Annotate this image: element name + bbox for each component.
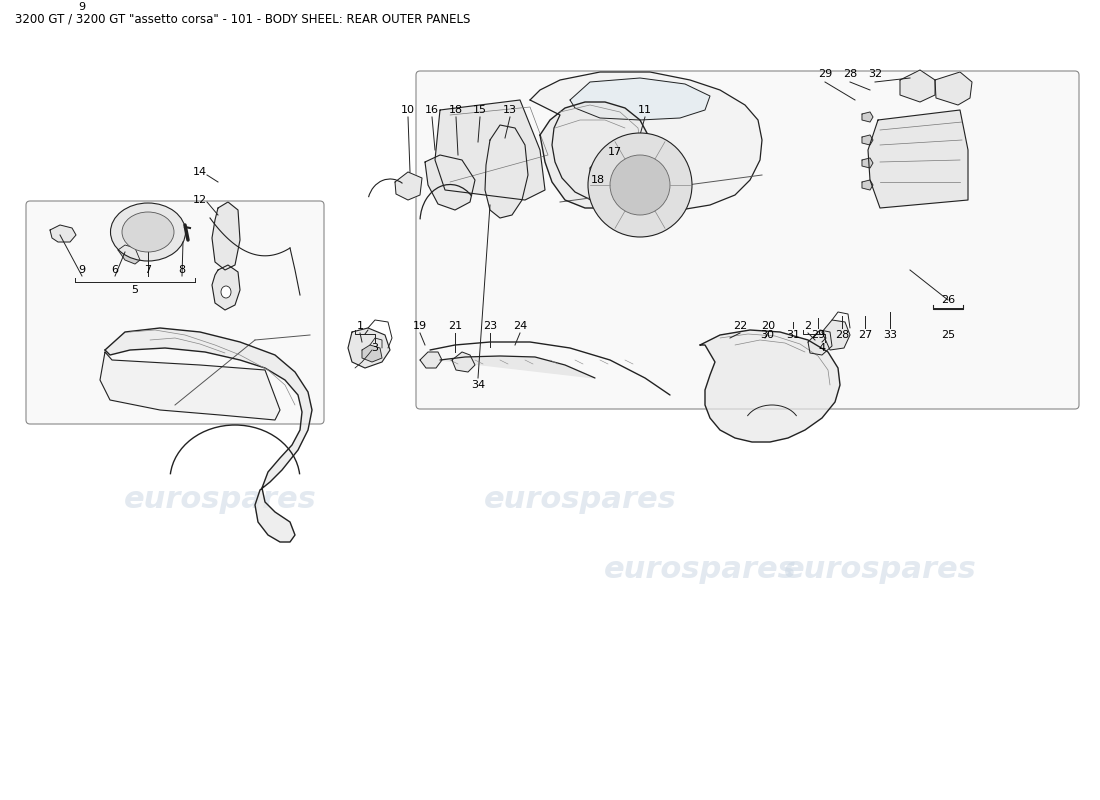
Text: 12: 12	[192, 195, 207, 205]
Polygon shape	[104, 328, 312, 542]
Polygon shape	[862, 180, 873, 190]
Text: 33: 33	[883, 330, 896, 340]
Text: 31: 31	[786, 330, 800, 340]
Text: eurospares: eurospares	[783, 555, 977, 585]
Text: 28: 28	[843, 69, 857, 79]
Ellipse shape	[221, 286, 231, 298]
Polygon shape	[570, 78, 710, 120]
Text: eurospares: eurospares	[123, 206, 317, 234]
Polygon shape	[868, 110, 968, 208]
Polygon shape	[212, 202, 240, 270]
Text: eurospares: eurospares	[123, 486, 317, 514]
FancyBboxPatch shape	[416, 71, 1079, 409]
Polygon shape	[485, 125, 528, 218]
Polygon shape	[822, 320, 850, 350]
Text: 32: 32	[868, 69, 882, 79]
Text: 8: 8	[178, 265, 186, 275]
Text: 17: 17	[608, 147, 623, 157]
Text: 10: 10	[402, 105, 415, 115]
Text: 18: 18	[591, 175, 605, 185]
Polygon shape	[100, 352, 280, 420]
Polygon shape	[50, 225, 76, 242]
Text: 7: 7	[144, 265, 152, 275]
Polygon shape	[700, 330, 840, 442]
Polygon shape	[348, 328, 390, 368]
Text: 9: 9	[78, 2, 86, 12]
Text: 26: 26	[940, 295, 955, 305]
Text: 22: 22	[733, 321, 747, 331]
Polygon shape	[434, 100, 544, 200]
Polygon shape	[862, 135, 873, 145]
Polygon shape	[118, 245, 140, 264]
Text: 16: 16	[425, 105, 439, 115]
Polygon shape	[425, 155, 475, 210]
Text: 29: 29	[818, 69, 832, 79]
Text: 34: 34	[471, 380, 485, 390]
Polygon shape	[862, 158, 873, 168]
Text: 9: 9	[78, 265, 86, 275]
Polygon shape	[362, 345, 382, 362]
Polygon shape	[540, 102, 648, 208]
Polygon shape	[452, 352, 475, 372]
Text: 3200 GT / 3200 GT "assetto corsa" - 101 - BODY SHEEL: REAR OUTER PANELS: 3200 GT / 3200 GT "assetto corsa" - 101 …	[15, 13, 471, 26]
Text: 13: 13	[503, 105, 517, 115]
Text: 14: 14	[192, 167, 207, 177]
Text: eurospares: eurospares	[604, 555, 796, 585]
FancyBboxPatch shape	[26, 201, 324, 424]
Text: 18: 18	[449, 105, 463, 115]
Text: 2: 2	[804, 321, 812, 331]
Polygon shape	[440, 356, 595, 378]
Text: 21: 21	[448, 321, 462, 331]
Text: 23: 23	[483, 321, 497, 331]
Text: 19: 19	[412, 321, 427, 331]
Text: 3: 3	[372, 343, 378, 353]
Ellipse shape	[110, 203, 186, 261]
Polygon shape	[808, 330, 832, 355]
Polygon shape	[598, 180, 620, 203]
Text: 25: 25	[940, 330, 955, 340]
Text: 6: 6	[111, 265, 119, 275]
Text: 27: 27	[858, 330, 872, 340]
Text: 29: 29	[811, 330, 825, 340]
Polygon shape	[420, 352, 442, 368]
Polygon shape	[530, 72, 762, 210]
Text: 24: 24	[513, 321, 527, 331]
Text: 11: 11	[638, 105, 652, 115]
Text: 20: 20	[761, 321, 776, 331]
Circle shape	[610, 155, 670, 215]
Text: 1: 1	[356, 321, 363, 331]
Polygon shape	[900, 70, 935, 102]
Text: 4: 4	[818, 343, 826, 353]
Text: 15: 15	[473, 105, 487, 115]
Text: 30: 30	[760, 330, 774, 340]
Circle shape	[588, 133, 692, 237]
Text: 28: 28	[835, 330, 849, 340]
Polygon shape	[862, 112, 873, 122]
Polygon shape	[395, 172, 422, 200]
Text: eurospares: eurospares	[484, 486, 676, 514]
Ellipse shape	[122, 212, 174, 252]
Polygon shape	[935, 72, 972, 105]
Polygon shape	[590, 155, 620, 195]
Polygon shape	[212, 265, 240, 310]
Text: 5: 5	[132, 285, 139, 295]
